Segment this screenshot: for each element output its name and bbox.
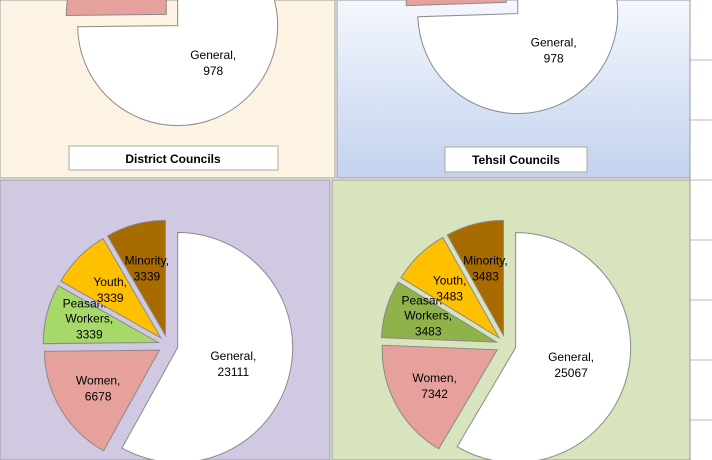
pie-slice	[121, 232, 294, 460]
pie-slice	[381, 344, 499, 450]
pie-slice	[77, 0, 279, 127]
title-box	[68, 145, 279, 171]
slice-label: General,	[548, 350, 594, 364]
title-box	[444, 146, 588, 173]
slice-label: Youth,	[93, 275, 127, 289]
pie-slice	[42, 285, 161, 345]
slice-value: 3339	[133, 270, 160, 284]
slice-label: Minority,	[125, 254, 169, 268]
slice-label: General,	[531, 35, 577, 49]
pie-slice	[65, 0, 167, 16]
slice-label: Youth,	[433, 273, 467, 287]
slice-label: General,	[210, 349, 256, 363]
slice-value: 978	[203, 64, 223, 78]
pie-slice	[106, 219, 166, 338]
slice-label: Women,	[76, 374, 120, 388]
chart-title: Tehsil Councils	[472, 153, 560, 167]
slice-label: General,	[190, 48, 236, 62]
slice-value: 6678	[85, 390, 112, 404]
charts: General,978Women,329General,978Women,335…	[42, 0, 632, 460]
slice-value: 23111	[218, 365, 250, 379]
slice-value: 978	[544, 51, 564, 65]
chart-title: District Councils	[125, 152, 221, 166]
pie-slice	[380, 281, 499, 343]
pie-slice	[400, 236, 501, 340]
slice-value: 25067	[554, 366, 588, 380]
slice-value: 3339	[97, 291, 124, 305]
pie-slice	[43, 349, 161, 452]
slice-value: 3339	[76, 328, 103, 342]
slice-value: 3483	[436, 289, 463, 303]
pie-slice	[456, 232, 632, 460]
slice-label: Women,	[412, 371, 456, 385]
slice-value: 3483	[472, 269, 499, 283]
pie-slice	[417, 0, 619, 115]
pie-slice	[446, 219, 504, 338]
pie-slice	[60, 237, 163, 340]
slice-value: 3483	[415, 324, 442, 338]
pie-slice	[405, 0, 507, 7]
slice-label: Minority,	[463, 253, 507, 267]
slice-value: 7342	[421, 387, 448, 401]
slice-label: Peasants/Workers,	[63, 297, 117, 326]
